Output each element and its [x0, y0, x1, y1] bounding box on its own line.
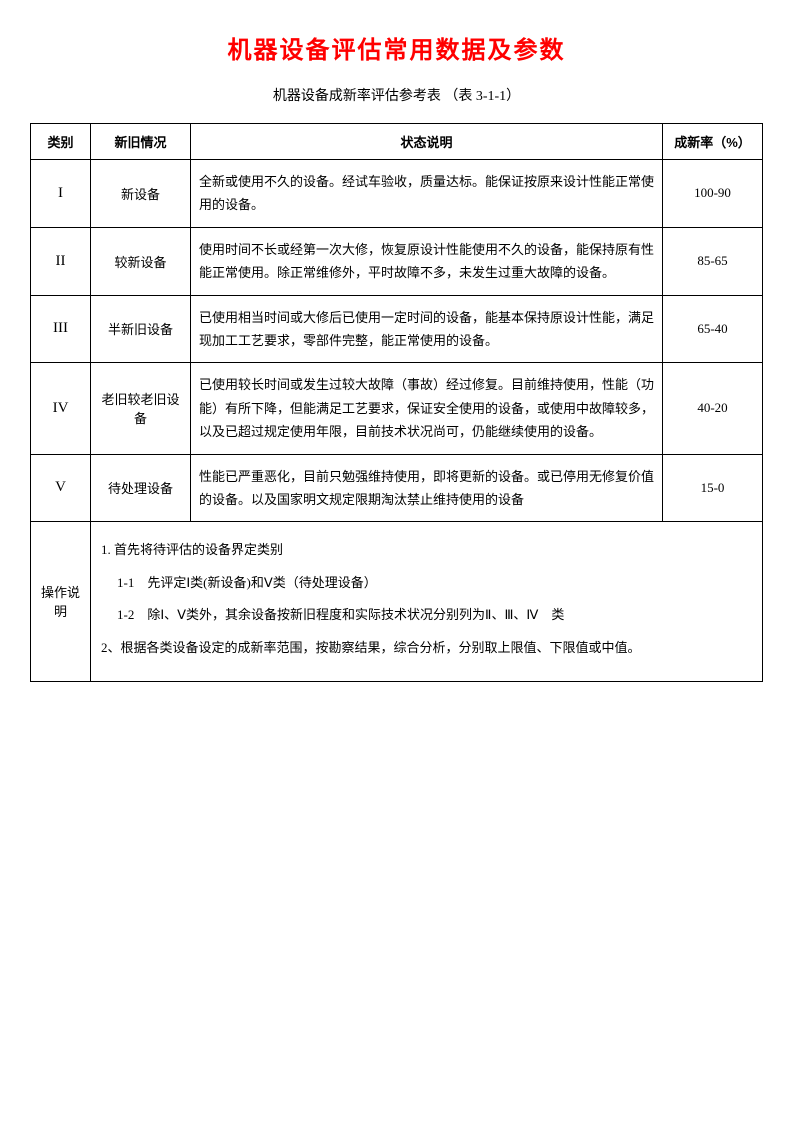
cell-category: III — [31, 295, 91, 363]
reference-table: 类别 新旧情况 状态说明 成新率（%） I 新设备 全新或使用不久的设备。经试车… — [30, 123, 763, 682]
cell-category: V — [31, 454, 91, 522]
cell-category: II — [31, 227, 91, 295]
table-header-row: 类别 新旧情况 状态说明 成新率（%） — [31, 124, 763, 160]
cell-condition: 较新设备 — [91, 227, 191, 295]
cell-condition: 老旧较老旧设备 — [91, 363, 191, 454]
table-row: I 新设备 全新或使用不久的设备。经试车验收，质量达标。能保证按原来设计性能正常… — [31, 160, 763, 228]
notes-content: 1. 首先将待评估的设备界定类别 1-1 先评定Ⅰ类(新设备)和Ⅴ类（待处理设备… — [91, 522, 763, 681]
cell-description: 性能已严重恶化，目前只勉强维持使用，即将更新的设备。或已停用无修复价值的设备。以… — [191, 454, 663, 522]
cell-category: I — [31, 160, 91, 228]
notes-label: 操作说明 — [31, 522, 91, 681]
cell-rate: 15-0 — [663, 454, 763, 522]
header-category: 类别 — [31, 124, 91, 160]
cell-rate: 40-20 — [663, 363, 763, 454]
page-title: 机器设备评估常用数据及参数 — [30, 30, 763, 65]
header-rate: 成新率（%） — [663, 124, 763, 160]
table-row: IV 老旧较老旧设备 已使用较长时间或发生过较大故障（事故）经过修复。目前维持使… — [31, 363, 763, 454]
cell-condition: 半新旧设备 — [91, 295, 191, 363]
cell-description: 使用时间不长或经第一次大修，恢复原设计性能使用不久的设备，能保持原有性能正常使用… — [191, 227, 663, 295]
cell-category: IV — [31, 363, 91, 454]
cell-rate: 85-65 — [663, 227, 763, 295]
note-line: 1-2 除Ⅰ、Ⅴ类外，其余设备按新旧程度和实际技术状况分别列为Ⅱ、Ⅲ、Ⅳ 类 — [101, 601, 752, 630]
table-row: III 半新旧设备 已使用相当时间或大修后已使用一定时间的设备，能基本保持原设计… — [31, 295, 763, 363]
cell-description: 已使用相当时间或大修后已使用一定时间的设备，能基本保持原设计性能，满足现加工工艺… — [191, 295, 663, 363]
cell-description: 全新或使用不久的设备。经试车验收，质量达标。能保证按原来设计性能正常使用的设备。 — [191, 160, 663, 228]
table-row: II 较新设备 使用时间不长或经第一次大修，恢复原设计性能使用不久的设备，能保持… — [31, 227, 763, 295]
cell-condition: 新设备 — [91, 160, 191, 228]
note-line: 1. 首先将待评估的设备界定类别 — [101, 536, 752, 565]
note-line: 2、根据各类设备设定的成新率范围，按勘察结果，综合分析，分别取上限值、下限值或中… — [101, 634, 752, 663]
cell-rate: 100-90 — [663, 160, 763, 228]
table-row: V 待处理设备 性能已严重恶化，目前只勉强维持使用，即将更新的设备。或已停用无修… — [31, 454, 763, 522]
cell-description: 已使用较长时间或发生过较大故障（事故）经过修复。目前维持使用，性能（功能）有所下… — [191, 363, 663, 454]
notes-row: 操作说明 1. 首先将待评估的设备界定类别 1-1 先评定Ⅰ类(新设备)和Ⅴ类（… — [31, 522, 763, 681]
cell-rate: 65-40 — [663, 295, 763, 363]
note-line: 1-1 先评定Ⅰ类(新设备)和Ⅴ类（待处理设备） — [101, 569, 752, 598]
cell-condition: 待处理设备 — [91, 454, 191, 522]
table-subtitle: 机器设备成新率评估参考表 （表 3-1-1） — [30, 85, 763, 105]
header-description: 状态说明 — [191, 124, 663, 160]
header-condition: 新旧情况 — [91, 124, 191, 160]
